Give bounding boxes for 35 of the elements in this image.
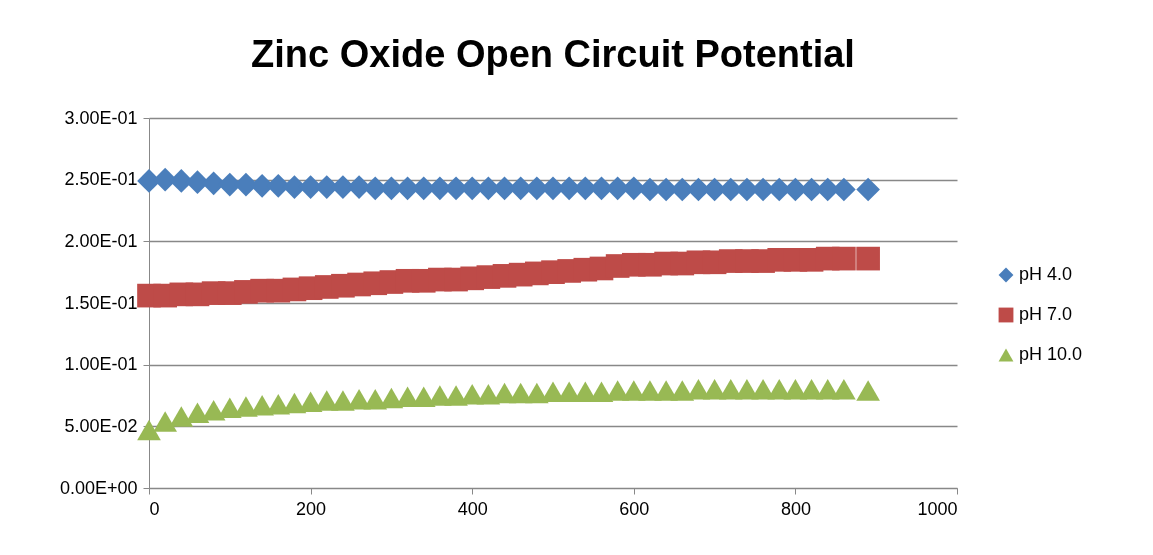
y-tick-label: 0.00E+00 [59, 477, 138, 498]
y-tick-label: 3.00E-01 [64, 107, 138, 128]
point [185, 402, 210, 424]
point [832, 177, 856, 202]
point [856, 380, 880, 401]
point [331, 390, 355, 411]
x-tick-label: 0 [149, 498, 160, 519]
legend-label: pH 7.0 [1019, 304, 1073, 324]
point [670, 380, 695, 401]
point [169, 406, 194, 427]
point [137, 419, 161, 441]
point [856, 246, 880, 271]
x-tick-label: 200 [296, 498, 327, 519]
y-tick-label: 2.00E-01 [64, 230, 138, 251]
point [856, 177, 880, 202]
point [444, 385, 468, 406]
legend-label: pH 10.0 [1019, 344, 1083, 364]
x-tick-label: 400 [457, 498, 488, 519]
x-tick-label: 800 [780, 498, 811, 519]
x-tick-label: 1000 [917, 498, 958, 519]
point [153, 167, 177, 192]
point [153, 411, 177, 432]
point [476, 384, 501, 405]
y-tick-label: 1.50E-01 [64, 292, 138, 313]
point [832, 379, 856, 400]
y-tick-label: 5.00E-02 [64, 415, 138, 436]
y-tick-label: 2.50E-01 [64, 169, 138, 190]
legend-label: pH 4.0 [1019, 264, 1073, 284]
point [250, 395, 274, 416]
chart-title: Zinc Oxide Open Circuit Potential [251, 33, 855, 75]
y-tick-label: 1.00E-01 [64, 354, 138, 375]
point [234, 172, 258, 197]
point [832, 246, 856, 271]
x-tick-label: 600 [619, 498, 650, 519]
point [234, 396, 258, 417]
